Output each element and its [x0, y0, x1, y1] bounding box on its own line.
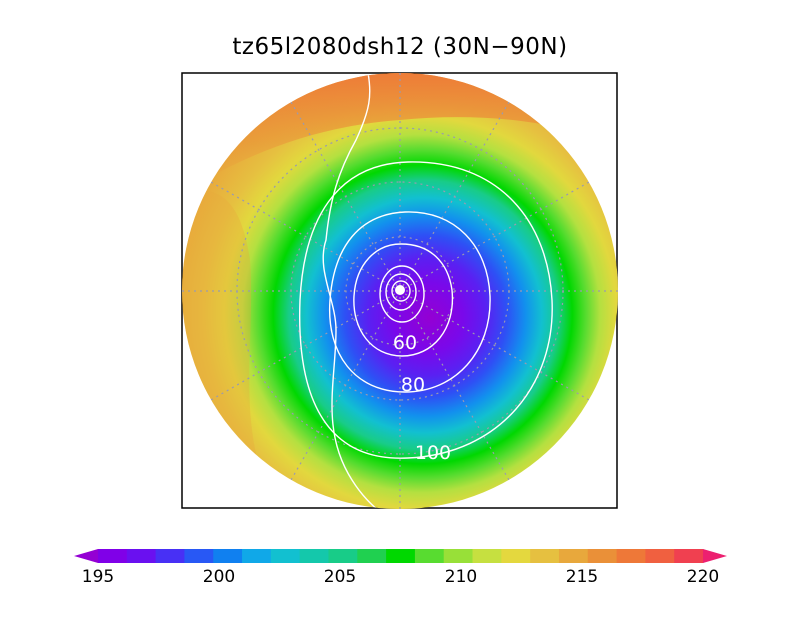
- colorbar-max-extension: [703, 549, 727, 563]
- colorbar-swatch: [558, 549, 589, 563]
- colorbar-swatch: [414, 549, 445, 563]
- pole-dot: [395, 285, 405, 295]
- colorbar-min-extension: [74, 549, 98, 563]
- contour-label-group: 60 80 100: [393, 332, 451, 464]
- colorbar-swatch: [184, 549, 214, 563]
- colorbar-swatch: [443, 549, 474, 563]
- colorbar-swatch: [645, 549, 675, 563]
- colorbar-swatch: [299, 549, 329, 563]
- colorbar-swatch: [270, 549, 301, 563]
- contour-lines: [298, 73, 553, 509]
- colorbar-tick-label: 200: [202, 567, 236, 587]
- colorbar-swatch: [242, 549, 272, 563]
- colorbar-swatches: [74, 549, 727, 563]
- colorbar-tick-label: 220: [686, 567, 720, 587]
- colorbar-swatch: [386, 549, 416, 563]
- colorbar-tick-label: 210: [444, 567, 478, 587]
- meridian-grid: [182, 73, 618, 509]
- colorbar-swatch: [98, 549, 128, 563]
- contour-label-60: 60: [393, 332, 417, 354]
- colorbar-swatch: [126, 549, 157, 563]
- contour-label-100: 100: [415, 442, 451, 464]
- colorbar-tick-label: 215: [565, 567, 599, 587]
- colorbar-swatch: [616, 549, 646, 563]
- colorbar-swatch: [213, 549, 243, 563]
- colorbar-swatch: [674, 549, 704, 563]
- colorbar-swatch: [155, 549, 185, 563]
- colorbar-swatch: [501, 549, 531, 563]
- colorbar-tick-label: 195: [81, 567, 115, 587]
- colorbar-tick-label: 205: [323, 567, 357, 587]
- colorbar-swatch: [328, 549, 358, 563]
- colorbar-swatch: [357, 549, 387, 563]
- colorbar-swatch: [587, 549, 618, 563]
- plot-title: tz65l2080dsh12 (30N−90N): [232, 34, 568, 60]
- colorbar-swatch: [530, 549, 560, 563]
- colorbar-swatch: [472, 549, 502, 563]
- contour-label-80: 80: [401, 374, 425, 396]
